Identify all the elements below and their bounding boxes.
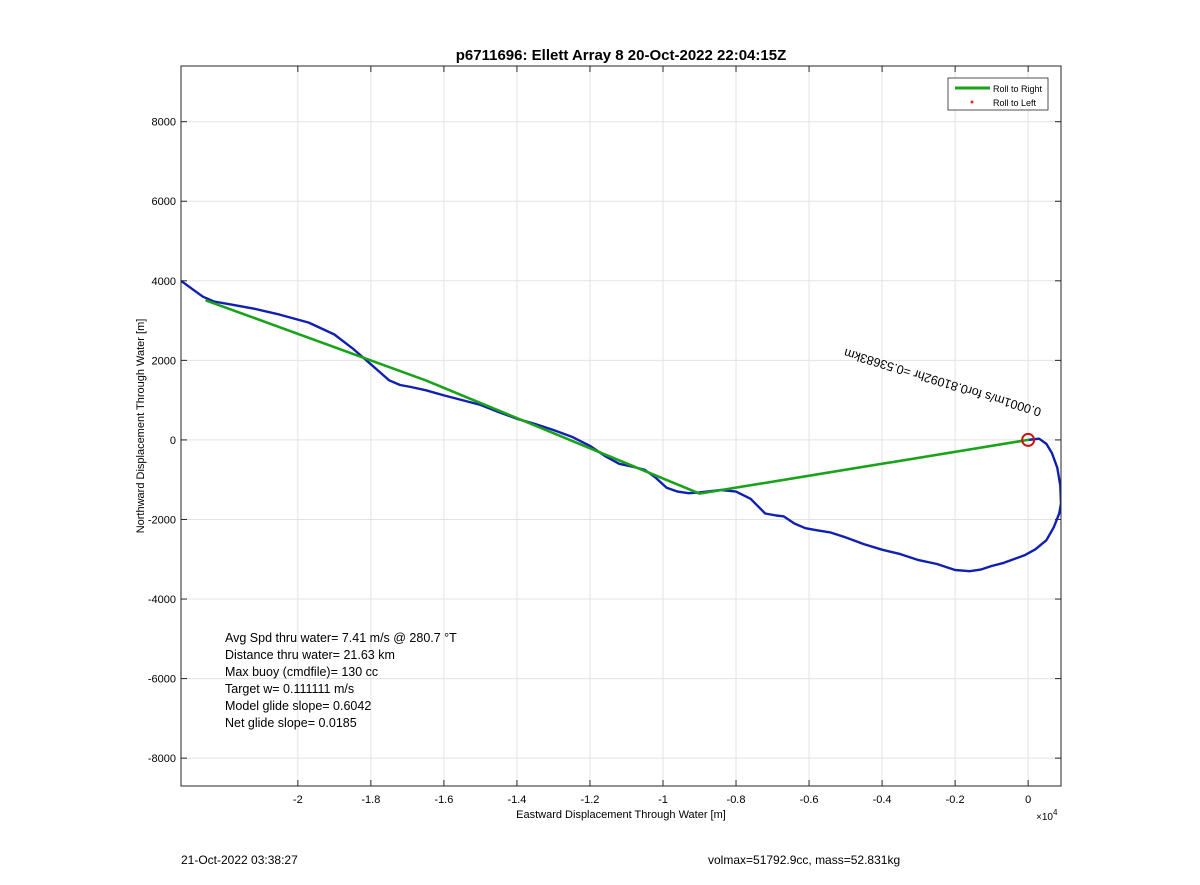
y-axis-ticks: -8000 -6000 -4000 -2000 0 2000 4000 6000 8000 — [148, 117, 1061, 765]
x-tick-label: -1.4 — [507, 794, 526, 806]
end-position-marker — [1021, 432, 1036, 447]
stat-distance: Distance thru water= 21.63 km — [225, 648, 395, 662]
y-tick-label: -4000 — [148, 594, 176, 606]
x-tick-label: -2 — [293, 794, 303, 806]
stat-max-buoy: Max buoy (cmdfile)= 130 cc — [225, 665, 378, 679]
x-axis-label: Eastward Displacement Through Water [m] — [516, 809, 726, 821]
axes-box — [180, 65, 1062, 787]
legend-label-roll-right: Roll to Right — [993, 84, 1043, 94]
stat-target-w: Target w= 0.111111 m/s — [225, 682, 354, 696]
y-tick-label: 4000 — [152, 276, 176, 288]
legend-swatch-roll-left — [970, 100, 974, 104]
x-axis-exponent-power: 4 — [1053, 808, 1058, 817]
footer-timestamp: 21-Oct-2022 03:38:27 — [181, 853, 298, 867]
stats-block: Avg Spd thru water= 7.41 m/s @ 280.7 °T … — [225, 631, 457, 730]
legend: Roll to Right Roll to Left — [947, 77, 1049, 111]
x-tick-label: -0.6 — [800, 794, 819, 806]
grid-lines — [181, 66, 1061, 786]
legend-box — [947, 77, 1049, 111]
y-tick-label: -2000 — [148, 514, 176, 526]
x-axis-ticks: -2 -1.8 -1.6 -1.4 -1.2 -1 -0.8 -0.6 -0.4 -0.2 0 — [293, 66, 1031, 806]
y-tick-label: 0 — [170, 435, 176, 447]
y-tick-label: 6000 — [152, 196, 176, 208]
y-tick-label: 2000 — [152, 355, 176, 367]
legend-label-roll-left: Roll to Left — [993, 98, 1037, 108]
stat-net-glide-slope: Net glide slope= 0.0185 — [225, 716, 357, 730]
x-tick-label: -0.2 — [946, 794, 965, 806]
chart-title: p6711696: Ellett Array 8 20-Oct-2022 22:… — [456, 47, 786, 64]
x-tick-label: -1.2 — [580, 794, 599, 806]
x-tick-label: -1.8 — [361, 794, 380, 806]
stat-avg-speed: Avg Spd thru water= 7.41 m/s @ 280.7 °T — [225, 631, 457, 645]
x-tick-label: -0.4 — [873, 794, 892, 806]
y-tick-label: 8000 — [152, 117, 176, 129]
x-axis-exponent-base: ×10 — [1036, 812, 1053, 823]
plot-area — [181, 279, 1061, 573]
x-tick-label: 0 — [1025, 794, 1031, 806]
y-axis-label: Northward Displacement Through Water [m] — [135, 319, 147, 534]
x-axis-exponent: ×104 — [1036, 808, 1058, 823]
y-tick-label: -8000 — [148, 753, 176, 765]
x-tick-label: -1.6 — [434, 794, 453, 806]
y-tick-label: -6000 — [148, 674, 176, 686]
series-roll-to-right-line — [205, 299, 1030, 495]
x-tick-label: -0.8 — [727, 794, 746, 806]
footer-summary: volmax=51792.9cc, mass=52.831kg — [708, 853, 901, 867]
x-tick-label: -1 — [658, 794, 668, 806]
stat-model-glide-slope: Model glide slope= 0.6042 — [225, 699, 371, 713]
